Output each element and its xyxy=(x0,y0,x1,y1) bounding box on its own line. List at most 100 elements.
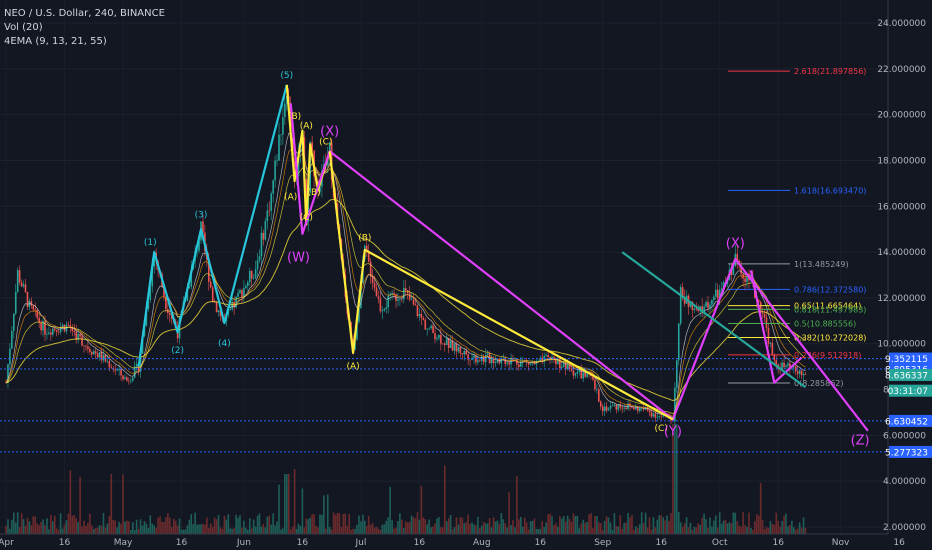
volume-bar xyxy=(194,512,196,534)
candle-body xyxy=(783,362,785,368)
volume-bar xyxy=(646,527,649,534)
volume-bar xyxy=(130,529,132,534)
candle-body xyxy=(383,308,386,311)
candle-body xyxy=(785,365,787,368)
volume-bar xyxy=(393,528,395,534)
candle-body xyxy=(328,142,331,157)
time-tick-label: 16 xyxy=(176,538,188,548)
wave-path[interactable] xyxy=(289,103,869,432)
wave-path[interactable] xyxy=(328,151,674,421)
grid xyxy=(0,22,888,528)
volume-bar xyxy=(52,521,54,534)
price-tag-bg[interactable] xyxy=(889,445,932,458)
candle-body xyxy=(490,358,493,364)
wave-path[interactable] xyxy=(137,84,288,367)
candle-body xyxy=(22,284,25,287)
fib-label: 2.618(21.897856) xyxy=(794,67,866,76)
volume-bar xyxy=(718,512,721,534)
volume-bar xyxy=(307,519,310,534)
candle-body xyxy=(438,334,440,339)
candle-body xyxy=(46,333,48,335)
volume-bar xyxy=(514,527,516,534)
candle-body xyxy=(676,360,678,388)
wave-path[interactable] xyxy=(621,251,807,389)
volume-bar xyxy=(568,518,571,534)
price-tick-label: 12.000000 xyxy=(877,294,926,304)
volume-bar xyxy=(502,519,505,534)
volume-bar xyxy=(560,518,563,534)
volume-bar xyxy=(529,521,532,534)
volume-bar xyxy=(555,523,557,534)
time-axis-panel[interactable] xyxy=(0,534,932,550)
candle-body xyxy=(371,276,374,283)
volume-bar xyxy=(767,528,770,534)
price-tag-label: 5.277323 xyxy=(885,448,928,458)
candle-body xyxy=(401,298,403,300)
candle-body xyxy=(79,333,81,337)
legend-ema[interactable]: 4EMA (9, 13, 21, 55) xyxy=(4,36,107,47)
candle-body xyxy=(264,221,267,240)
volume-bar xyxy=(424,519,427,534)
time-tick-label: Apr xyxy=(0,538,14,548)
candle-body xyxy=(96,353,99,358)
volume-bar xyxy=(379,529,382,534)
legend-volume[interactable]: Vol (20) xyxy=(4,22,43,33)
volume-bar xyxy=(157,517,159,534)
price-axis-panel[interactable] xyxy=(888,0,932,550)
price-tag-bg[interactable] xyxy=(889,368,932,381)
candle-body xyxy=(81,336,83,346)
volume-bar xyxy=(660,515,662,534)
volume-bar xyxy=(96,527,99,534)
volume-bar xyxy=(447,518,450,534)
volume-bar xyxy=(695,527,698,534)
volume-bar xyxy=(644,512,647,534)
volume-bar xyxy=(754,521,756,534)
candle-body xyxy=(607,408,610,411)
candle-body xyxy=(473,355,475,358)
volume-bar xyxy=(237,517,239,534)
volume-bar xyxy=(512,520,514,534)
volume-bar xyxy=(155,528,157,534)
volume-bar xyxy=(777,520,779,534)
volume-bar xyxy=(711,526,713,534)
candle-body xyxy=(603,406,606,412)
wave-label: (X) xyxy=(726,237,745,252)
candle-body xyxy=(114,369,116,371)
candle-body xyxy=(190,269,193,287)
volume-bar xyxy=(477,516,479,534)
candle-body xyxy=(367,250,370,262)
volume-bar xyxy=(346,526,349,534)
volume-bar xyxy=(736,521,739,534)
volume-bar xyxy=(601,529,604,534)
volume-bar xyxy=(676,424,678,534)
volume-bar xyxy=(627,512,629,534)
volume-bar xyxy=(609,522,612,534)
candle-body xyxy=(506,362,508,364)
volume-bar xyxy=(67,513,70,534)
candle-body xyxy=(703,306,705,312)
candle-body xyxy=(596,389,598,390)
price-tag-bg[interactable] xyxy=(889,352,932,365)
volume-bar xyxy=(311,514,313,534)
price-tag-bg[interactable] xyxy=(889,384,932,397)
volume-bar xyxy=(621,529,623,534)
volume-bar xyxy=(89,513,91,534)
candle-body xyxy=(30,301,33,306)
candle-body xyxy=(403,288,405,300)
volume-bar xyxy=(262,523,265,534)
candle-body xyxy=(397,299,399,301)
wave-label: (Z) xyxy=(851,434,870,449)
price-tag-bg[interactable] xyxy=(889,414,932,427)
candle-body xyxy=(385,307,388,309)
candle-body xyxy=(424,319,427,330)
wave-path[interactable] xyxy=(749,270,803,384)
volume-bar xyxy=(426,524,428,534)
volume-bar xyxy=(301,488,304,534)
candle-body xyxy=(715,289,717,297)
volume-bar xyxy=(126,520,128,534)
legend-symbol[interactable]: NEO / U.S. Dollar, 240, BINANCE xyxy=(4,8,165,19)
volume-bar xyxy=(165,517,167,534)
volume-bar xyxy=(106,523,109,534)
candle-body xyxy=(418,313,421,317)
